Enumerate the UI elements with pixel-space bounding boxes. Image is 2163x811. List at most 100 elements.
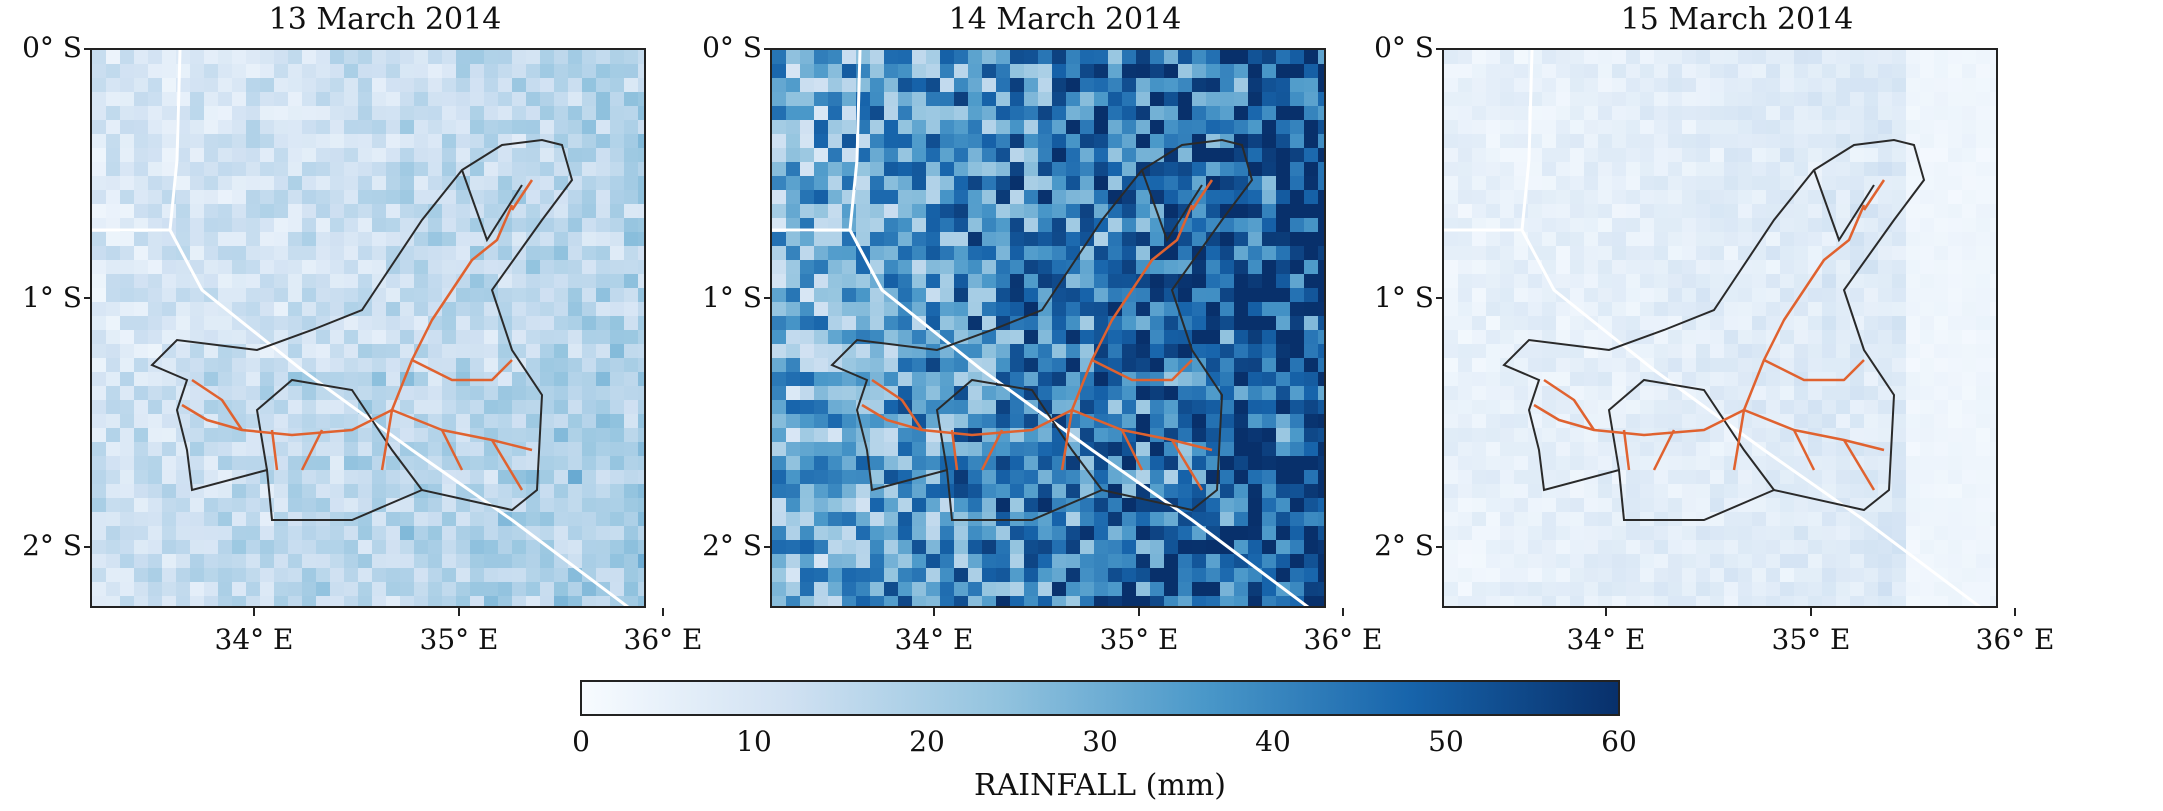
- rainfall-cell: [1248, 414, 1262, 428]
- rainfall-cell: [120, 596, 134, 606]
- rainfall-cell: [442, 218, 456, 232]
- rainfall-cell: [1878, 540, 1892, 554]
- rainfall-cell: [1934, 540, 1948, 554]
- rainfall-cell: [968, 120, 982, 134]
- rainfall-cell: [554, 358, 568, 372]
- panel-title: 14 March 2014: [948, 2, 1182, 37]
- rainfall-cell: [1808, 302, 1822, 316]
- rainfall-cell: [1934, 50, 1948, 64]
- rainfall-cell: [800, 344, 814, 358]
- rainfall-cell: [218, 582, 232, 596]
- rainfall-cell: [1710, 316, 1724, 330]
- rainfall-cell: [1682, 232, 1696, 246]
- rainfall-cell: [1808, 414, 1822, 428]
- rainfall-cell: [92, 64, 106, 78]
- rainfall-cell: [1318, 386, 1324, 400]
- rainfall-cell: [484, 540, 498, 554]
- rainfall-cell: [1864, 162, 1878, 176]
- rainfall-cell: [1836, 358, 1850, 372]
- rainfall-cell: [1094, 302, 1108, 316]
- rainfall-cell: [316, 190, 330, 204]
- rainfall-cell: [1108, 386, 1122, 400]
- rainfall-cell: [1850, 64, 1864, 78]
- rainfall-cell: [232, 568, 246, 582]
- rainfall-cell: [316, 274, 330, 288]
- rainfall-cell: [624, 512, 638, 526]
- rainfall-cell: [1192, 386, 1206, 400]
- rainfall-cell: [1962, 484, 1976, 498]
- rainfall-cell: [1794, 120, 1808, 134]
- rainfall-cell: [456, 554, 470, 568]
- rainfall-cell: [442, 414, 456, 428]
- rainfall-cell: [982, 470, 996, 484]
- rainfall-cell: [1738, 218, 1752, 232]
- rainfall-cell: [1724, 162, 1738, 176]
- rainfall-cell: [996, 190, 1010, 204]
- rainfall-cell: [148, 64, 162, 78]
- rainfall-cell: [414, 176, 428, 190]
- rainfall-cell: [1920, 288, 1934, 302]
- rainfall-cell: [1066, 316, 1080, 330]
- rainfall-cell: [1906, 162, 1920, 176]
- rainfall-cell: [1892, 78, 1906, 92]
- rainfall-cell: [1906, 484, 1920, 498]
- rainfall-cell: [1570, 358, 1584, 372]
- rainfall-cell: [1864, 386, 1878, 400]
- rainfall-cell: [484, 134, 498, 148]
- rainfall-cell: [1752, 554, 1766, 568]
- rainfall-cell: [176, 554, 190, 568]
- rainfall-cell: [1108, 50, 1122, 64]
- rainfall-cell: [176, 302, 190, 316]
- rainfall-cell: [1808, 176, 1822, 190]
- rainfall-cell: [800, 470, 814, 484]
- rainfall-cell: [1878, 120, 1892, 134]
- rainfall-cell: [1640, 78, 1654, 92]
- rainfall-cell: [456, 120, 470, 134]
- rainfall-cell: [982, 554, 996, 568]
- rainfall-cell: [1472, 484, 1486, 498]
- rainfall-cell: [1696, 78, 1710, 92]
- rainfall-cell: [884, 78, 898, 92]
- rainfall-cell: [162, 358, 176, 372]
- rainfall-cell: [526, 64, 540, 78]
- rainfall-cell: [1318, 106, 1324, 120]
- rainfall-cell: [92, 92, 106, 106]
- rainfall-cell: [246, 498, 260, 512]
- rainfall-cell: [1892, 274, 1906, 288]
- rainfall-cell: [372, 190, 386, 204]
- rainfall-cell: [1738, 358, 1752, 372]
- rainfall-cell: [842, 288, 856, 302]
- rainfall-cell: [1220, 526, 1234, 540]
- rainfall-cell: [954, 204, 968, 218]
- rainfall-cell: [1878, 414, 1892, 428]
- rainfall-cell: [996, 400, 1010, 414]
- rainfall-cell: [1066, 456, 1080, 470]
- rainfall-cell: [1920, 106, 1934, 120]
- rainfall-cell: [1948, 78, 1962, 92]
- rainfall-cell: [772, 274, 786, 288]
- rainfall-cell: [1864, 148, 1878, 162]
- rainfall-cell: [218, 120, 232, 134]
- rainfall-cell: [1136, 344, 1150, 358]
- rainfall-cell: [1108, 274, 1122, 288]
- rainfall-cell: [828, 414, 842, 428]
- rainfall-cell: [1822, 344, 1836, 358]
- rainfall-cell: [218, 148, 232, 162]
- rainfall-cell: [1234, 50, 1248, 64]
- rainfall-cell: [1934, 428, 1948, 442]
- rainfall-cell: [1192, 316, 1206, 330]
- rainfall-cell: [92, 344, 106, 358]
- rainfall-cell: [842, 246, 856, 260]
- rainfall-cell: [968, 386, 982, 400]
- rainfall-cell: [218, 260, 232, 274]
- rainfall-cell: [1710, 92, 1724, 106]
- rainfall-cell: [498, 302, 512, 316]
- rainfall-cell: [1794, 204, 1808, 218]
- rainfall-cell: [814, 498, 828, 512]
- rainfall-cell: [484, 400, 498, 414]
- rainfall-cell: [968, 106, 982, 120]
- rainfall-cell: [1108, 162, 1122, 176]
- rainfall-cell: [1052, 540, 1066, 554]
- rainfall-cell: [1458, 162, 1472, 176]
- rainfall-cell: [954, 64, 968, 78]
